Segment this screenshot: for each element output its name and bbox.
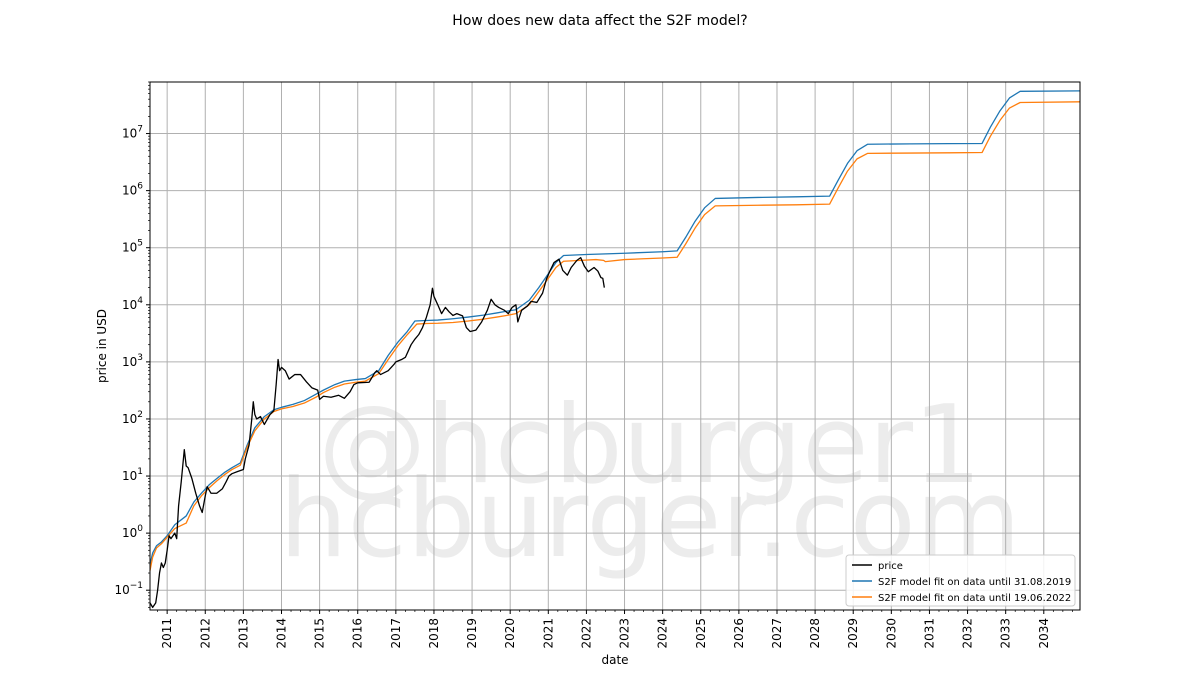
y-axis-label: price in USD <box>95 309 109 383</box>
watermark-line-1: @hcburger1 <box>318 383 981 508</box>
y-tick-label: 103 <box>122 353 143 369</box>
legend-box <box>845 554 1076 607</box>
y-tick-base: 10 <box>122 184 137 198</box>
x-tick-label: 2029 <box>846 618 860 649</box>
x-tick-label: 2027 <box>770 618 784 649</box>
y-tick-label: 100 <box>122 524 143 540</box>
x-tick-label: 2034 <box>1037 618 1051 649</box>
y-tick-exponent: 7 <box>137 125 143 135</box>
x-tick-label: 2020 <box>503 618 517 649</box>
y-tick-exponent: 6 <box>137 182 143 192</box>
series-line-s2f-2019 <box>149 90 1081 565</box>
y-tick-label: 107 <box>122 125 143 141</box>
y-tick-exponent: 4 <box>137 296 143 306</box>
x-tick-label: 2030 <box>884 618 898 649</box>
legend-label: price <box>878 561 903 572</box>
y-tick-base: 10 <box>122 355 137 369</box>
x-tick-label: 2026 <box>732 618 746 649</box>
y-tick-label: 102 <box>122 410 143 426</box>
x-tick-label: 2012 <box>198 618 212 649</box>
series-line-price <box>149 256 605 609</box>
x-tick-label: 2025 <box>694 618 708 649</box>
x-tick-label: 2021 <box>541 618 555 649</box>
y-tick-exponent: 3 <box>137 353 143 363</box>
x-tick-label: 2017 <box>389 618 403 649</box>
y-tick-base: 10 <box>114 583 129 597</box>
x-tick-label: 2018 <box>427 618 441 649</box>
x-tick-label: 2023 <box>618 618 632 649</box>
x-tick-label: 2032 <box>961 618 975 649</box>
chart-title: How does new data affect the S2F model? <box>452 13 747 29</box>
y-tick-exponent: 5 <box>137 239 143 249</box>
legend-label: S2F model fit on data until 31.08.2019 <box>878 577 1071 588</box>
y-tick-base: 10 <box>122 127 137 141</box>
y-tick-label: 104 <box>122 296 143 312</box>
y-tick-exponent: −1 <box>130 581 143 591</box>
x-tick-label: 2014 <box>274 618 288 649</box>
legend: price S2F model fit on data until 31.08.2… <box>845 554 1076 607</box>
y-tick-exponent: 2 <box>137 410 143 420</box>
x-tick-label: 2033 <box>999 618 1013 649</box>
y-tick-label: 101 <box>122 467 143 483</box>
y-tick-base: 10 <box>122 298 137 312</box>
y-tick-label: 10−1 <box>114 581 143 597</box>
y-tick-exponent: 1 <box>137 467 143 477</box>
series-line-s2f-2022 <box>149 101 1081 571</box>
series-layer <box>149 90 1081 609</box>
legend-label: S2F model fit on data until 19.06.2022 <box>878 593 1071 604</box>
x-tick-label: 2016 <box>351 618 365 649</box>
x-tick-label: 2013 <box>236 618 250 649</box>
x-tick-label: 2011 <box>160 618 174 649</box>
x-axis-label: date <box>601 653 628 667</box>
y-tick-base: 10 <box>122 469 137 483</box>
y-tick-label: 105 <box>122 239 143 255</box>
x-tick-label: 2031 <box>922 618 936 649</box>
y-tick-label: 106 <box>122 182 143 198</box>
x-tick-label: 2028 <box>808 618 822 649</box>
x-tick-label: 2024 <box>656 618 670 649</box>
y-tick-base: 10 <box>122 241 137 255</box>
x-tick-label: 2015 <box>313 618 327 649</box>
x-tick-label: 2019 <box>465 618 479 649</box>
y-tick-exponent: 0 <box>137 524 143 534</box>
x-tick-label: 2022 <box>579 618 593 649</box>
y-tick-base: 10 <box>122 526 137 540</box>
x-axis: 2011 2012 2013 2014 2015 2016 2017 2018 2019 2020… <box>157 610 1073 649</box>
y-tick-base: 10 <box>122 412 137 426</box>
